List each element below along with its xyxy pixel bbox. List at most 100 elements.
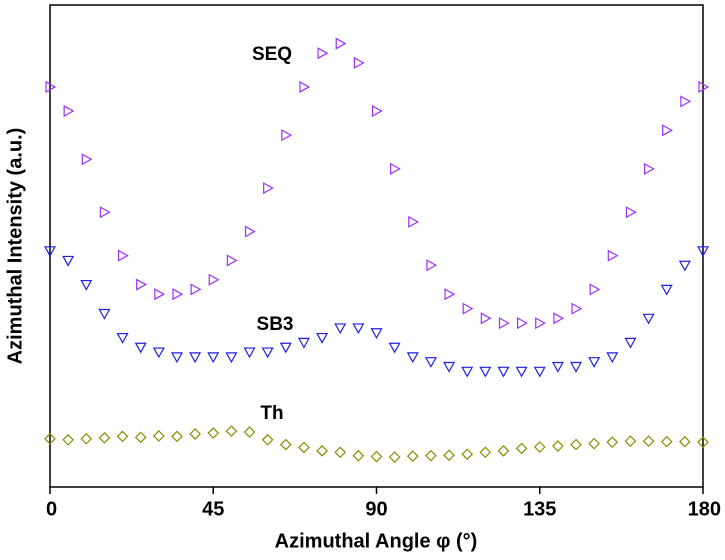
marker xyxy=(189,428,201,440)
marker xyxy=(225,425,238,437)
marker xyxy=(607,249,619,262)
marker xyxy=(152,347,165,359)
marker xyxy=(444,288,456,301)
marker xyxy=(680,95,692,108)
marker xyxy=(625,206,637,219)
marker xyxy=(99,206,111,219)
marker xyxy=(207,427,220,439)
marker xyxy=(425,449,437,462)
x-tick-label: 135 xyxy=(523,498,556,520)
marker xyxy=(570,438,582,451)
marker xyxy=(643,162,655,175)
marker xyxy=(698,80,710,93)
marker xyxy=(207,352,220,364)
marker xyxy=(43,246,57,258)
marker xyxy=(263,182,274,195)
marker xyxy=(406,352,419,364)
annotation: SEQ xyxy=(252,44,292,65)
marker xyxy=(426,259,438,272)
marker xyxy=(334,446,347,459)
marker xyxy=(371,105,383,118)
marker xyxy=(589,283,601,296)
marker xyxy=(279,438,292,451)
marker xyxy=(606,352,619,364)
marker xyxy=(552,440,564,452)
marker xyxy=(606,436,619,449)
marker xyxy=(261,433,274,446)
marker xyxy=(533,441,546,453)
marker xyxy=(81,153,93,166)
marker xyxy=(261,347,274,359)
marker xyxy=(553,312,565,325)
y-axis-title: Azimuthal Intensity (a.u.) xyxy=(4,128,26,365)
marker xyxy=(317,47,329,60)
marker xyxy=(243,347,256,359)
x-axis-title: Azimuthal Angle φ (°) xyxy=(275,530,478,552)
marker xyxy=(570,361,583,373)
marker xyxy=(281,129,293,142)
marker xyxy=(63,105,75,118)
marker xyxy=(480,312,492,325)
marker xyxy=(154,288,166,301)
marker xyxy=(515,442,528,455)
marker xyxy=(335,37,347,50)
marker xyxy=(334,323,347,335)
marker xyxy=(662,124,673,137)
marker xyxy=(116,332,129,344)
marker xyxy=(642,313,655,325)
marker xyxy=(134,431,147,444)
marker xyxy=(588,357,601,368)
marker xyxy=(171,430,183,443)
marker xyxy=(172,288,184,301)
marker xyxy=(479,366,492,378)
marker xyxy=(98,431,111,444)
x-tick-label: 45 xyxy=(202,498,224,520)
marker xyxy=(535,317,546,330)
marker xyxy=(388,342,401,354)
marker xyxy=(134,342,147,354)
marker xyxy=(624,337,637,349)
marker xyxy=(498,317,510,330)
marker xyxy=(515,366,528,378)
marker xyxy=(497,366,510,378)
marker xyxy=(279,342,292,354)
marker xyxy=(571,302,583,315)
marker xyxy=(62,255,75,267)
marker xyxy=(408,215,420,228)
marker xyxy=(98,308,111,320)
marker xyxy=(352,449,365,462)
marker xyxy=(533,366,546,378)
marker xyxy=(170,352,183,364)
marker xyxy=(45,80,57,93)
plot-frame xyxy=(49,4,704,488)
marker xyxy=(353,56,365,69)
marker xyxy=(443,361,456,373)
marker xyxy=(189,352,202,364)
marker xyxy=(244,225,256,238)
x-tick-label: 180 xyxy=(688,498,721,520)
marker xyxy=(136,278,147,291)
marker xyxy=(678,260,691,272)
annotation: SB3 xyxy=(257,314,294,335)
marker xyxy=(497,445,510,457)
marker xyxy=(226,254,238,267)
marker xyxy=(517,317,528,330)
marker xyxy=(461,366,474,378)
marker xyxy=(390,162,401,175)
marker xyxy=(461,448,474,461)
marker xyxy=(406,450,419,463)
marker xyxy=(62,433,74,446)
marker xyxy=(225,352,238,364)
marker xyxy=(388,451,401,463)
marker xyxy=(243,426,256,438)
marker xyxy=(116,430,129,443)
marker xyxy=(696,246,710,258)
marker xyxy=(660,284,673,296)
marker xyxy=(462,302,474,315)
marker xyxy=(80,432,93,445)
marker xyxy=(190,283,202,296)
marker xyxy=(370,450,383,463)
marker xyxy=(352,323,365,335)
marker xyxy=(551,361,564,373)
